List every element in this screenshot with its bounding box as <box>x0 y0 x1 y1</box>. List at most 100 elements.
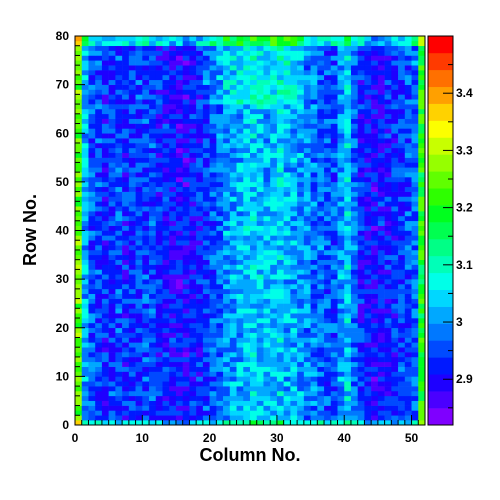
heatmap-cell <box>371 366 379 372</box>
heatmap-cell <box>135 366 143 372</box>
heatmap-cell <box>155 162 163 168</box>
heatmap-cell <box>276 274 284 280</box>
heatmap-cell <box>256 386 264 392</box>
heatmap-cell <box>182 274 190 280</box>
heatmap-cell <box>276 381 284 387</box>
heatmap-cell <box>350 220 358 226</box>
heatmap-cell <box>297 55 305 61</box>
heatmap-cell <box>310 269 318 275</box>
heatmap-cell <box>283 55 291 61</box>
heatmap-cell <box>350 162 358 168</box>
heatmap-cell <box>418 269 426 275</box>
heatmap-cell <box>88 274 96 280</box>
heatmap-cell <box>95 104 103 110</box>
heatmap-cell <box>283 386 291 392</box>
heatmap-cell <box>364 225 372 231</box>
heatmap-cell <box>283 356 291 363</box>
heatmap-cell <box>169 142 177 149</box>
heatmap-cell <box>108 405 116 411</box>
heatmap-cell <box>317 400 325 406</box>
heatmap-cell <box>162 70 170 76</box>
heatmap-cell <box>135 74 143 81</box>
heatmap-cell <box>162 177 170 183</box>
heatmap-cell <box>357 322 365 329</box>
heatmap-cell <box>101 274 109 280</box>
heatmap-cell <box>108 356 116 363</box>
heatmap-cell <box>337 400 345 406</box>
heatmap-cell <box>404 245 412 251</box>
heatmap-cell <box>250 40 258 47</box>
heatmap-cell <box>142 89 150 95</box>
heatmap-cell <box>202 167 210 173</box>
heatmap-cell <box>411 303 419 309</box>
heatmap-cell <box>297 274 305 280</box>
heatmap-cell <box>344 225 352 231</box>
heatmap-cell <box>122 337 130 343</box>
heatmap-cell <box>357 142 365 149</box>
heatmap-cell <box>142 94 150 100</box>
heatmap-cell <box>81 172 89 178</box>
heatmap-cell <box>196 74 204 81</box>
heatmap-cell <box>310 342 318 348</box>
heatmap-cell <box>209 220 217 226</box>
heatmap-cell <box>209 279 217 285</box>
heatmap-cell <box>256 152 264 158</box>
heatmap-cell <box>330 303 338 309</box>
heatmap-cell <box>236 167 244 173</box>
heatmap-cell <box>357 279 365 285</box>
heatmap-cell <box>182 196 190 202</box>
heatmap-cell <box>377 303 385 309</box>
heatmap-cell <box>404 181 412 188</box>
heatmap-cell <box>169 308 177 314</box>
heatmap-cell <box>182 118 190 124</box>
heatmap-cell <box>263 361 271 367</box>
heatmap-cell <box>371 94 379 100</box>
heatmap-cell <box>175 308 183 314</box>
heatmap-cell <box>149 152 157 158</box>
heatmap-cell <box>357 225 365 231</box>
heatmap-cell <box>202 147 210 153</box>
heatmap-cell <box>350 322 358 329</box>
heatmap-cell <box>175 352 183 358</box>
heatmap-cell <box>196 390 204 397</box>
heatmap-cell <box>128 94 136 100</box>
heatmap-cell <box>175 157 183 163</box>
heatmap-cell <box>303 318 311 324</box>
heatmap-cell <box>216 366 224 372</box>
heatmap-cell <box>135 240 143 246</box>
heatmap-cell <box>95 361 103 367</box>
heatmap-cell <box>236 211 244 217</box>
heatmap-cell <box>108 138 116 144</box>
heatmap-cell <box>101 381 109 387</box>
heatmap-cell <box>398 230 406 236</box>
heatmap-cell <box>330 89 338 95</box>
heatmap-cell <box>81 303 89 309</box>
heatmap-cell <box>357 318 365 324</box>
heatmap-cell <box>344 40 352 47</box>
heatmap-cell <box>330 259 338 265</box>
heatmap-cell <box>391 220 399 226</box>
heatmap-cell <box>108 303 116 309</box>
heatmap-cell <box>418 298 426 304</box>
heatmap-cell <box>377 361 385 367</box>
heatmap-cell <box>101 249 109 256</box>
heatmap-cell <box>88 211 96 217</box>
heatmap-cell <box>162 142 170 149</box>
heatmap-cell <box>95 181 103 188</box>
heatmap-cell <box>250 390 258 397</box>
heatmap-cell <box>303 84 311 90</box>
heatmap-cell <box>276 249 284 256</box>
heatmap-cell <box>270 211 278 217</box>
heatmap-cell <box>330 220 338 226</box>
heatmap-cell <box>135 230 143 236</box>
heatmap-cell <box>128 84 136 90</box>
heatmap-cell <box>418 172 426 178</box>
heatmap-cell <box>189 94 197 100</box>
heatmap-cell <box>101 352 109 358</box>
heatmap-cell <box>202 352 210 358</box>
heatmap-cell <box>155 395 163 401</box>
heatmap-cell <box>418 230 426 236</box>
heatmap-cell <box>283 254 291 260</box>
heatmap-cell <box>243 240 251 246</box>
heatmap-cell <box>88 288 96 295</box>
